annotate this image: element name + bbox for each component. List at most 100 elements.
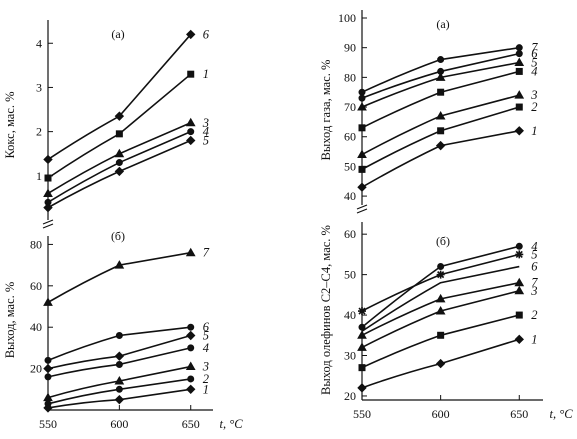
y-tick-label: 2	[36, 125, 42, 139]
data-point	[435, 306, 446, 315]
data-point	[436, 270, 445, 279]
data-point	[114, 351, 125, 361]
series-label-5: 5	[531, 56, 537, 70]
series-label-3: 3	[202, 360, 209, 374]
series-label-3: 3	[202, 116, 209, 130]
data-point	[115, 130, 123, 138]
data-point	[187, 323, 195, 331]
x-tick-label: 650	[510, 407, 528, 421]
data-point	[437, 127, 445, 135]
series-label-2: 2	[203, 372, 209, 386]
y-tick-label: 40	[30, 320, 42, 334]
series-label-5: 5	[203, 328, 209, 342]
data-point	[515, 44, 523, 52]
data-point	[437, 263, 445, 271]
data-point	[514, 126, 524, 136]
data-point	[43, 297, 53, 306]
y-tick-label: 40	[344, 308, 356, 322]
series-label-6: 6	[531, 260, 538, 274]
data-point	[358, 124, 366, 132]
x-tick-label: 650	[182, 417, 200, 431]
x-axis-label: t, °C	[219, 417, 243, 431]
y-axis-label: Выход, мас. %	[3, 282, 17, 359]
series-label-5: 5	[531, 247, 537, 261]
chart-panel-3: 40 50 60 70 80 90 100 Выход газа, мас. % (а) 7654…	[319, 10, 538, 214]
panel-tag: (б)	[436, 234, 450, 248]
data-point	[357, 102, 367, 111]
y-axis-label: Выход газа, мас. %	[319, 60, 333, 161]
data-point	[357, 330, 367, 339]
data-point	[437, 56, 445, 64]
series-label-4: 4	[203, 341, 209, 355]
data-point	[187, 128, 195, 136]
data-point	[437, 88, 445, 96]
data-point	[186, 384, 196, 395]
series-label-2: 2	[531, 100, 537, 114]
data-point	[43, 202, 53, 213]
data-point	[114, 260, 125, 269]
data-point	[357, 182, 367, 192]
y-tick-label: 50	[344, 159, 356, 173]
data-point	[358, 94, 366, 102]
data-point	[186, 330, 196, 341]
data-point	[185, 247, 196, 257]
series-label-1: 1	[203, 67, 209, 81]
data-point	[435, 358, 446, 369]
data-point	[115, 159, 123, 167]
y-tick-label: 30	[344, 349, 356, 363]
y-tick-label: 3	[36, 80, 42, 94]
series-label-4: 4	[203, 125, 209, 139]
data-point	[186, 135, 196, 146]
y-tick-label: 20	[344, 389, 356, 403]
y-tick-label: 60	[344, 130, 356, 144]
data-point	[358, 88, 366, 96]
data-point	[43, 154, 53, 165]
data-point	[44, 373, 52, 381]
y-tick-label: 80	[344, 70, 356, 84]
series-label-4: 4	[531, 64, 537, 78]
series-label-7: 7	[203, 246, 210, 260]
y-tick-label: 20	[30, 362, 42, 376]
series-label-3: 3	[530, 88, 537, 102]
panel-tag: (а)	[111, 27, 124, 41]
data-point	[114, 394, 125, 405]
series-label-6: 6	[531, 47, 538, 61]
panel-tag: (б)	[111, 229, 125, 243]
y-axis-label: Кокс, мас. %	[3, 91, 17, 158]
data-point	[114, 111, 125, 121]
series-label-7: 7	[531, 276, 538, 290]
data-point	[435, 110, 446, 120]
series-line-1	[361, 130, 520, 188]
x-tick-label: 550	[353, 407, 371, 421]
data-point	[43, 403, 53, 413]
data-point	[515, 250, 524, 259]
y-tick-label: 60	[344, 227, 356, 241]
data-point	[514, 57, 525, 67]
x-tick-label: 600	[432, 407, 450, 421]
data-point	[358, 364, 366, 372]
series-label-6: 6	[203, 320, 210, 334]
data-point	[114, 148, 125, 158]
data-point	[186, 29, 196, 40]
series-label-5: 5	[203, 133, 209, 147]
x-tick-label: 550	[39, 417, 57, 431]
data-point	[357, 342, 367, 351]
data-point	[357, 149, 367, 159]
y-axis-label: Выход олефинов C2–C4, мас. %	[319, 225, 333, 395]
data-point	[515, 103, 523, 111]
data-point	[515, 50, 523, 58]
data-point	[43, 363, 53, 374]
x-axis-label: t, °C	[549, 407, 573, 421]
data-point	[115, 331, 123, 339]
y-tick-label: 90	[344, 41, 356, 55]
data-point	[115, 385, 123, 393]
data-point	[187, 375, 195, 383]
series-line-6	[361, 265, 520, 332]
y-tick-label: 1	[36, 169, 42, 183]
y-tick-label: 4	[36, 36, 42, 50]
data-point	[514, 277, 525, 287]
data-point	[43, 188, 53, 197]
data-point	[515, 311, 523, 319]
series-label-6: 6	[203, 27, 210, 41]
